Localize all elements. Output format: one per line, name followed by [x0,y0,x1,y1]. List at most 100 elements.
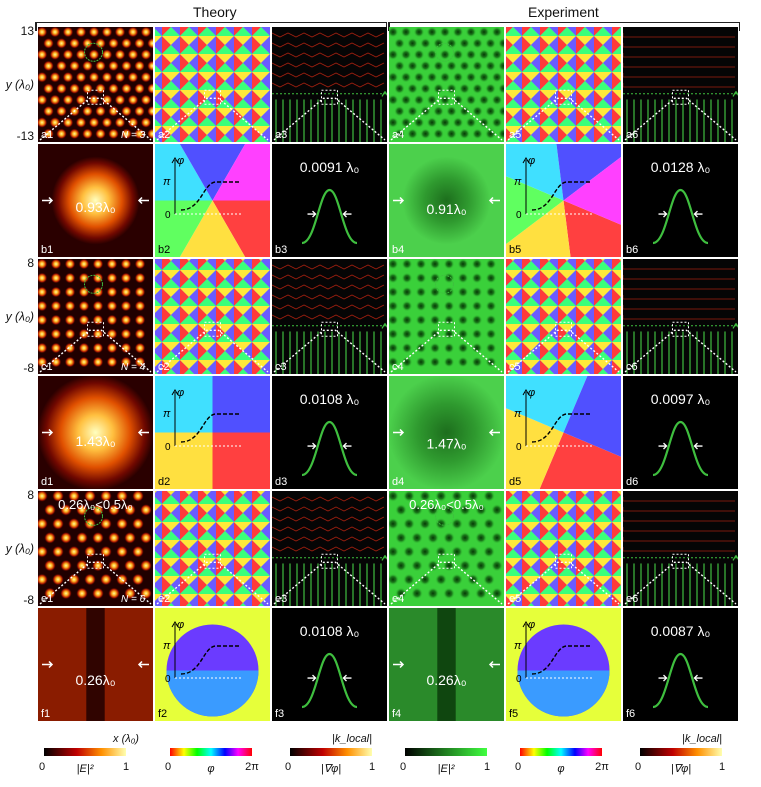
colorbar-top-1: x (λ₀) [112,733,139,745]
panel-d5: φπ 0 d5 [506,376,621,489]
phase-inset-zero: 0 [516,674,522,685]
panel-a6: a6 [623,27,738,142]
colorbar-5: 0 2π φ [515,748,609,775]
panel-label-b3: b3 [275,244,287,256]
panel-f6: f6 [623,608,738,721]
colorbar-min-1: 0 [39,761,45,773]
panel-label-b2: b2 [158,244,170,256]
panel-e5: e5 [506,491,621,606]
panel-d1: d1 [38,376,153,489]
panel-a4: a4 [389,27,504,142]
phase-inset-phi: φ [177,387,184,399]
phase-inset-zero: 0 [516,210,522,221]
colorbar-2: 0 2π φ [165,748,259,775]
colorbar-max-3: 1 [369,761,375,773]
ytick-bottom-e: -8 [23,593,34,607]
phase-inset-pi: π [514,640,522,652]
panel-label-a5: a5 [509,129,521,141]
width-label-b4: 0.91λ₀ [426,201,466,217]
panel-label-e3: e3 [275,593,287,605]
phase-inset-pi: π [514,176,522,188]
panel-label-c2: c2 [158,361,170,373]
colorbar-min-2: 0 [165,761,171,773]
n-label-c: N = 4 [121,362,146,373]
panel-b6: b6 [623,144,738,257]
colorbar-label-3: |∇φ| [321,763,341,775]
panel-b2: φπ 0 b2 [155,144,270,257]
panel-label-f1: f1 [41,708,50,720]
experiment-brace [388,22,740,31]
phase-inset-phi: φ [528,387,535,399]
panel-label-d1: d1 [41,476,53,488]
panel-a5: a5 [506,27,621,142]
kwidth-label-f6: 0.0087 λ₀ [651,623,711,639]
panel-f1: f1 [38,608,153,721]
panel-d2: φπ 0 d2 [155,376,270,489]
panel-label-c6: c6 [626,361,638,373]
panel-c4: c4 [389,259,504,374]
ylabel-c: y (λ₀) [5,310,34,324]
colorbar-6: 0 1 |∇φ| |k_local| [635,733,725,775]
panel-label-b1: b1 [41,244,53,256]
panel-c3: c3 [272,259,387,374]
panel-label-d3: d3 [275,476,287,488]
colorbar-label-2: φ [207,763,214,775]
width-label-b1: 0.93λ₀ [75,199,115,215]
e4-annotation: 0.26λ₀<0.5λ₀ [409,497,484,512]
panel-label-f6: f6 [626,708,635,720]
panel-label-c3: c3 [275,361,287,373]
panel-label-b4: b4 [392,244,404,256]
colorbar-min-5: 0 [515,761,521,773]
panel-label-c5: c5 [509,361,521,373]
panel-c2: c2 [155,259,270,374]
ytick-top-c: 8 [27,256,34,270]
phase-inset-pi: π [514,408,522,420]
experiment-header: Experiment [528,4,599,20]
panel-a2: a2 [155,27,270,142]
panel-d3: d3 [272,376,387,489]
phase-inset-zero: 0 [165,674,171,685]
panel-label-e1: e1 [41,593,53,605]
panel-label-d2: d2 [158,476,170,488]
panel-e4: e4 [389,491,504,606]
panel-label-f2: f2 [158,708,167,720]
colorbar-top-6: |k_local| [682,733,722,745]
panel-b3: b3 [272,144,387,257]
kwidth-label-d3: 0.0108 λ₀ [300,391,360,407]
panel-label-b6: b6 [626,244,638,256]
panel-label-e4: e4 [392,593,404,605]
panel-a1: a1 [38,27,153,142]
phase-inset-phi: φ [177,619,184,631]
colorbar-min-6: 0 [635,761,641,773]
panel-label-d4: d4 [392,476,404,488]
panel-f4: f4 [389,608,504,721]
colorbar-3: 0 1 |∇φ| |k_local| [285,733,375,775]
panel-b4: b4 [389,144,504,257]
ylabel-a: y (λ₀) [5,78,34,92]
ytick-top-a: 13 [21,24,35,38]
colorbar-label-5: φ [557,763,564,775]
colorbar-max-2: 2π [245,761,259,773]
theory-header: Theory [193,4,237,20]
phase-inset-phi: φ [528,619,535,631]
ytick-top-e: 8 [27,488,34,502]
phase-inset-zero: 0 [165,442,171,453]
colorbar-min-4: 0 [400,761,406,773]
colorbar-max-6: 1 [719,761,725,773]
panel-label-e5: e5 [509,593,521,605]
phase-inset-pi: π [163,640,171,652]
panel-e2: e2 [155,491,270,606]
width-label-d4: 1.47λ₀ [426,435,466,451]
phase-inset-pi: π [163,176,171,188]
colorbar-max-1: 1 [123,761,129,773]
kwidth-label-d6: 0.0097 λ₀ [651,391,711,407]
panel-label-c4: c4 [392,361,404,373]
width-label-f1: 0.26λ₀ [75,672,115,688]
panel-label-a4: a4 [392,129,404,141]
panel-f5: φπ 0 f5 [506,608,621,721]
e1-annotation: 0.26λ₀<0.5λ₀ [58,497,133,512]
width-label-f4: 0.26λ₀ [426,672,466,688]
panel-f3: f3 [272,608,387,721]
kwidth-label-b6: 0.0128 λ₀ [651,159,711,175]
